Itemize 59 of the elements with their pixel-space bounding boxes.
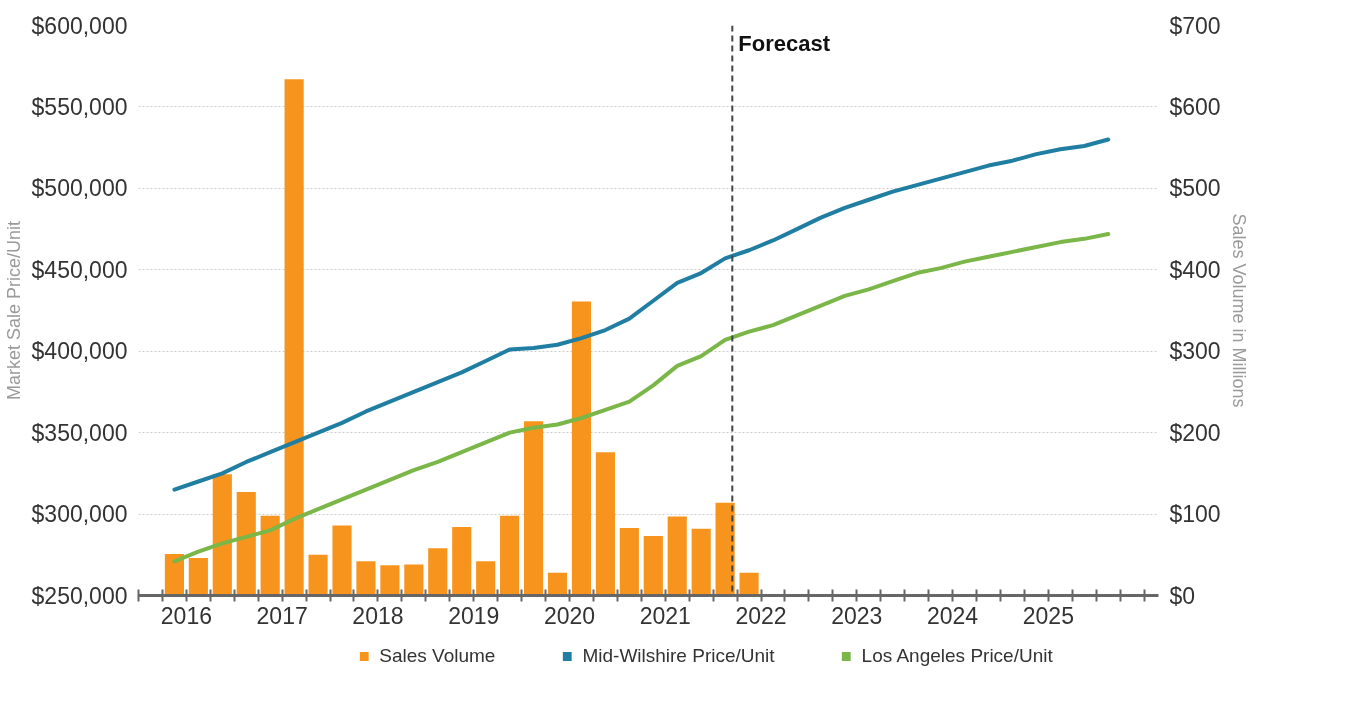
y2-tick-label: $700 <box>1169 12 1221 39</box>
y-tick-label: $500,000 <box>31 175 128 202</box>
y2-tick-label: $200 <box>1169 419 1221 446</box>
legend-label: Mid-Wilshire Price/Unit <box>582 645 775 667</box>
bar <box>284 79 304 596</box>
x-tick-label: 2018 <box>352 602 404 629</box>
x-tick-label: 2020 <box>543 602 596 629</box>
bar <box>523 421 544 596</box>
legend-label: Sales Volume <box>379 645 496 667</box>
line-series <box>172 231 1111 564</box>
bar <box>547 572 568 596</box>
bar <box>260 515 280 596</box>
bar <box>236 492 256 596</box>
y2-tick-label: $300 <box>1169 338 1221 365</box>
x-tick-label: 2025 <box>1022 602 1074 629</box>
bar <box>476 561 496 596</box>
y-tick-label: $450,000 <box>31 256 128 283</box>
bar <box>643 536 663 596</box>
bar <box>212 474 232 596</box>
x-tick-label: 2017 <box>256 602 308 629</box>
x-tick-label: 2023 <box>831 602 883 629</box>
bar <box>380 565 400 596</box>
y-tick-label: $400,000 <box>31 338 128 365</box>
y-tick-label: $550,000 <box>31 93 128 120</box>
x-tick-label: 2021 <box>639 602 691 629</box>
y2-tick-label: $100 <box>1169 501 1221 528</box>
y2-axis-title: Sales Volume in Millions <box>1228 213 1249 408</box>
bar <box>356 561 376 596</box>
y-tick-label: $300,000 <box>31 501 128 528</box>
y2-tick-label: $0 <box>1169 582 1196 609</box>
ref-line-label: Forecast <box>738 30 831 56</box>
bar <box>500 515 520 596</box>
legend-label: Los Angeles Price/Unit <box>861 645 1053 667</box>
bar <box>428 548 448 596</box>
bar <box>332 525 352 596</box>
line-series <box>172 137 1111 492</box>
y2-tick-label: $600 <box>1169 93 1221 120</box>
bar <box>571 301 592 596</box>
bar <box>452 527 472 596</box>
y-axis-title: Market Sale Price/Unit <box>3 220 24 401</box>
x-tick-label: 2022 <box>735 602 787 629</box>
bar <box>667 516 687 596</box>
bar <box>188 558 208 596</box>
y-tick-label: $600,000 <box>31 12 128 39</box>
y-tick-label: $350,000 <box>31 419 128 446</box>
y2-tick-label: $500 <box>1169 175 1221 202</box>
bar <box>619 527 639 596</box>
y-tick-label: $250,000 <box>31 582 128 609</box>
bar <box>691 528 711 596</box>
bar <box>595 452 615 596</box>
bar <box>164 553 184 596</box>
x-tick-label: 2024 <box>927 602 979 629</box>
bar <box>404 564 424 596</box>
x-tick-label: 2019 <box>448 602 500 629</box>
bar <box>308 554 328 596</box>
y2-tick-label: $400 <box>1169 256 1221 283</box>
x-tick-label: 2016 <box>160 602 212 629</box>
bar <box>739 572 759 596</box>
bar <box>715 502 735 596</box>
